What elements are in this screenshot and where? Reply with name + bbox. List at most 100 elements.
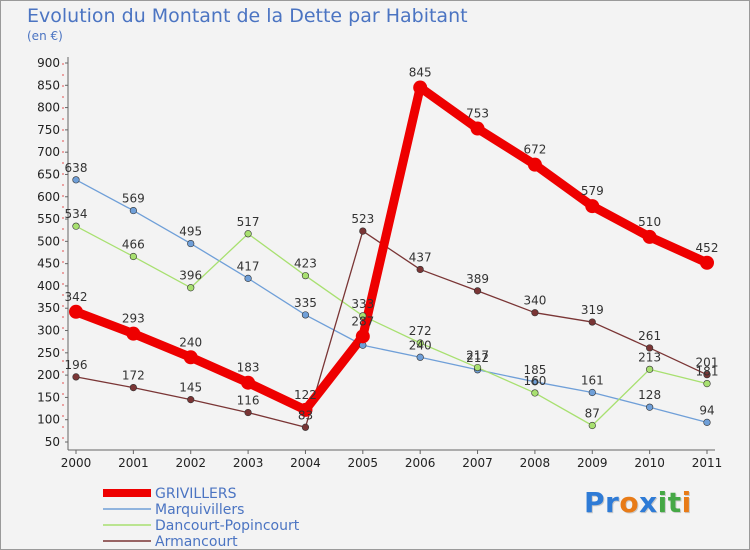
data-label: 212 bbox=[466, 351, 489, 365]
data-label: 161 bbox=[581, 374, 604, 388]
data-point bbox=[72, 176, 80, 184]
x-tick-label: 2011 bbox=[692, 456, 723, 470]
data-label: 217 bbox=[466, 349, 489, 363]
data-label: 389 bbox=[466, 272, 489, 286]
data-label: 452 bbox=[696, 241, 719, 255]
data-point bbox=[646, 344, 654, 352]
data-label: 272 bbox=[409, 324, 432, 338]
series-line-1 bbox=[75, 179, 708, 424]
data-point bbox=[588, 388, 596, 397]
data-label: 87 bbox=[585, 407, 600, 421]
data-point bbox=[416, 339, 424, 347]
legend-label-2: Dancourt-Popincourt bbox=[155, 518, 300, 534]
data-point bbox=[646, 403, 654, 411]
data-label: 319 bbox=[581, 303, 604, 317]
logo-letter: o bbox=[619, 486, 640, 519]
data-label: 672 bbox=[523, 143, 546, 157]
axes: 50 100 150 200 250 300 350 400 450 500 550 600 650 70… bbox=[37, 56, 722, 470]
series-line-3 bbox=[75, 230, 708, 428]
data-label: 845 bbox=[409, 66, 432, 80]
logo-letter: r bbox=[605, 486, 620, 519]
series-line-0 bbox=[71, 83, 712, 415]
data-point bbox=[416, 353, 424, 361]
data-point bbox=[413, 80, 428, 95]
data-label: 510 bbox=[638, 215, 661, 229]
logo-letter: i bbox=[657, 486, 668, 519]
x-tick-label: 2009 bbox=[577, 456, 608, 470]
series-points bbox=[69, 80, 714, 431]
y-tick-label: 700 bbox=[37, 145, 60, 159]
data-labels: 638 569 495 417 335 240 212 185 161 128 94 534 466 39… bbox=[65, 66, 719, 423]
data-label: 116 bbox=[237, 394, 260, 408]
data-point bbox=[129, 206, 137, 215]
data-label: 181 bbox=[696, 365, 719, 379]
y-tick-label: 400 bbox=[37, 279, 60, 293]
data-point bbox=[359, 227, 367, 235]
data-label: 240 bbox=[409, 338, 432, 352]
data-label: 333 bbox=[351, 297, 374, 311]
data-point bbox=[129, 252, 137, 261]
x-tick-label: 2010 bbox=[634, 456, 665, 470]
data-label: 517 bbox=[237, 215, 260, 229]
x-tick-label: 2004 bbox=[290, 456, 321, 470]
series-lines bbox=[71, 83, 712, 428]
data-label: 183 bbox=[237, 361, 260, 375]
data-label: 437 bbox=[409, 250, 432, 264]
y-tick-label: 750 bbox=[37, 123, 60, 137]
data-point bbox=[700, 255, 714, 270]
data-point bbox=[244, 230, 252, 238]
y-tick-label: 300 bbox=[37, 324, 60, 338]
y-tick-label: 850 bbox=[37, 78, 60, 92]
y-tick-label: 550 bbox=[37, 212, 60, 226]
y-tick-label: 50 bbox=[45, 435, 60, 449]
x-tick-label: 2001 bbox=[118, 456, 149, 470]
data-label: 638 bbox=[65, 161, 88, 175]
y-tick-label: 800 bbox=[37, 101, 60, 115]
x-tick-label: 2000 bbox=[61, 456, 92, 470]
y-tick-label: 250 bbox=[37, 346, 60, 360]
data-label: 145 bbox=[179, 381, 202, 395]
x-tick-label: 2002 bbox=[175, 456, 206, 470]
data-point bbox=[183, 350, 198, 365]
chart-subtitle: (en €) bbox=[27, 29, 63, 43]
y-tick-label: 600 bbox=[37, 190, 60, 204]
legend-label-0: GRIVILLERS bbox=[155, 486, 237, 502]
data-point bbox=[473, 287, 482, 295]
data-point bbox=[72, 373, 80, 381]
data-point bbox=[703, 418, 711, 426]
data-point bbox=[646, 365, 654, 373]
data-label: 342 bbox=[65, 290, 88, 304]
data-label: 335 bbox=[294, 296, 317, 310]
data-point bbox=[470, 121, 485, 136]
data-label: 340 bbox=[523, 294, 546, 308]
data-point bbox=[301, 423, 310, 431]
data-label: 172 bbox=[122, 369, 145, 383]
data-point bbox=[187, 396, 195, 404]
data-point bbox=[527, 157, 542, 172]
data-point bbox=[244, 274, 252, 282]
data-label: 122 bbox=[294, 388, 317, 402]
data-point bbox=[416, 265, 424, 274]
x-tick-label: 2007 bbox=[462, 456, 493, 470]
data-point bbox=[531, 389, 539, 397]
x-tick-label: 2008 bbox=[520, 456, 551, 470]
legend: GRIVILLERSMarquivillersDancourt-Popincou… bbox=[103, 486, 300, 549]
x-tick-label: 2003 bbox=[233, 456, 264, 470]
data-label: 287 bbox=[351, 314, 374, 328]
data-label: 128 bbox=[638, 388, 661, 402]
data-point bbox=[473, 363, 482, 372]
data-point bbox=[241, 375, 256, 390]
data-label: 523 bbox=[351, 212, 374, 226]
series-line-2 bbox=[75, 225, 708, 427]
data-label: 213 bbox=[638, 350, 661, 364]
data-label: 185 bbox=[523, 363, 546, 377]
data-point bbox=[355, 329, 370, 344]
y-tick-label: 100 bbox=[37, 413, 60, 427]
data-point bbox=[298, 402, 313, 417]
x-tick-label: 2006 bbox=[405, 456, 436, 470]
legend-label-1: Marquivillers bbox=[155, 502, 244, 518]
y-tick-label: 200 bbox=[37, 368, 60, 382]
data-point bbox=[703, 379, 711, 388]
data-label: 83 bbox=[298, 408, 313, 422]
